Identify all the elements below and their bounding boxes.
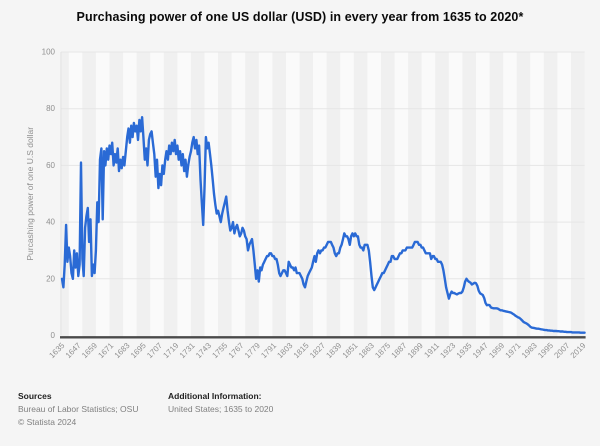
- x-tick-label: 1635: [47, 341, 66, 360]
- plot-stripe: [489, 52, 504, 337]
- plot-stripe: [421, 52, 436, 337]
- y-tick-label: 20: [46, 274, 55, 283]
- y-tick-label: 60: [46, 161, 55, 170]
- x-tick-label: 1899: [406, 341, 425, 360]
- x-tick-label: 1839: [324, 341, 343, 360]
- plot-stripe: [218, 52, 232, 337]
- x-tick-label: 1947: [471, 341, 490, 360]
- plot-stripe: [62, 52, 69, 337]
- plot-stripe: [394, 52, 409, 337]
- plot-stripe: [258, 52, 273, 337]
- plot-stripe: [380, 52, 395, 337]
- plot-stripe: [543, 52, 558, 337]
- y-tick-label: 0: [51, 331, 56, 340]
- x-tick-label: 2007: [552, 341, 571, 360]
- x-tick-label: 1647: [64, 341, 83, 360]
- plot-stripe: [448, 52, 463, 337]
- x-tick-label: 1815: [292, 341, 311, 360]
- x-tick-label: 1911: [422, 341, 441, 360]
- x-tick-label: 1743: [194, 341, 213, 360]
- plot-stripe: [245, 52, 259, 337]
- x-tick-label: 1719: [161, 341, 180, 360]
- plot-stripe: [272, 52, 286, 337]
- plot-stripe: [367, 52, 381, 337]
- plot-stripe: [326, 52, 341, 337]
- plot-stripe: [435, 52, 449, 337]
- x-tick-label: 1923: [438, 341, 457, 360]
- x-tick-label: 1803: [275, 341, 294, 360]
- plot-stripe: [190, 52, 205, 337]
- y-tick-label: 100: [42, 48, 56, 57]
- plot-stripe: [285, 52, 300, 337]
- plot-stripe: [82, 52, 96, 337]
- x-tick-label: 1695: [129, 341, 148, 360]
- x-tick-label: 1863: [357, 341, 376, 360]
- plot-stripe: [109, 52, 124, 337]
- x-tick-label: 1683: [113, 341, 132, 360]
- x-tick-label: 1755: [210, 341, 229, 360]
- x-tick-label: 1671: [96, 341, 115, 360]
- x-tick-label: 1971: [504, 341, 523, 360]
- x-tick-label: 1707: [145, 341, 164, 360]
- plot-stripe: [503, 52, 517, 337]
- plot-stripe: [476, 52, 490, 337]
- plot-stripe: [408, 52, 422, 337]
- x-tick-label: 1851: [341, 341, 360, 360]
- series-line: [60, 116, 586, 334]
- plot-stripe: [571, 52, 585, 337]
- x-tick-label: 2019: [569, 341, 588, 360]
- plot-stripe: [516, 52, 531, 337]
- x-tick-label: 1935: [455, 341, 474, 360]
- x-tick-label: 1995: [536, 341, 555, 360]
- x-tick-label: 1731: [178, 341, 197, 360]
- plot-stripe: [462, 52, 477, 337]
- plot-stripe: [313, 52, 327, 337]
- plot-stripe: [204, 52, 219, 337]
- plot-stripe: [557, 52, 572, 337]
- y-tick-label: 40: [46, 218, 55, 227]
- plot-stripe: [163, 52, 178, 337]
- x-tick-label: 1767: [227, 341, 246, 360]
- x-tick-label: 1779: [243, 341, 262, 360]
- plot-stripe: [123, 52, 137, 337]
- plot-stripe: [340, 52, 354, 337]
- plot-stripe: [177, 52, 191, 337]
- x-tick-label: 1659: [80, 341, 99, 360]
- plot-stripe: [150, 52, 164, 337]
- plot-stripe: [299, 52, 314, 337]
- x-tick-label: 1983: [520, 341, 539, 360]
- plot-stripe: [231, 52, 246, 337]
- x-tick-label: 1959: [487, 341, 506, 360]
- x-tick-label: 1887: [390, 341, 409, 360]
- y-axis-title: Purcashing power of one U.S dollar: [25, 127, 35, 261]
- y-tick-label: 80: [46, 104, 55, 113]
- x-tick-label: 1827: [308, 341, 327, 360]
- plot-stripe: [530, 52, 544, 337]
- chart-title: Purchasing power of one US dollar (USD) …: [76, 10, 524, 24]
- x-tick-label: 1875: [373, 341, 392, 360]
- plot-stripe: [353, 52, 368, 337]
- plot-stripe: [136, 52, 151, 337]
- x-tick-label: 1791: [259, 341, 278, 360]
